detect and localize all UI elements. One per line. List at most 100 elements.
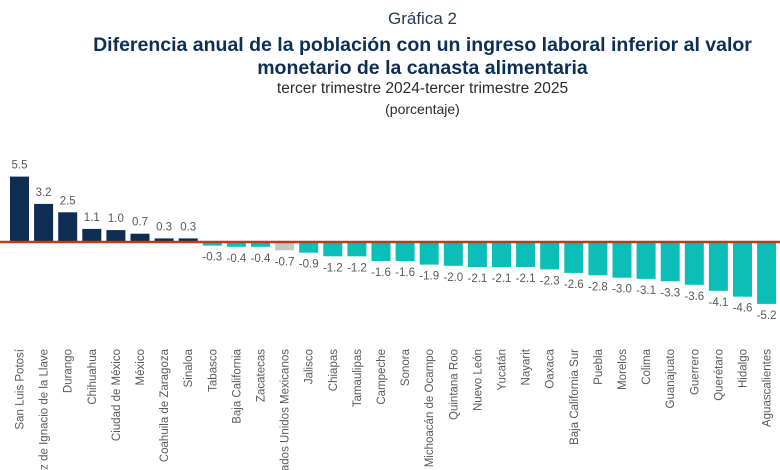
category-labels-group: San Luis Potosí Veracruz de Ignacio de la… bbox=[15, 348, 774, 470]
chart-title-line-1: Diferencia anual de la población con un … bbox=[93, 34, 752, 56]
value-label-tabasco: -0.3 bbox=[202, 252, 222, 264]
bar-nayarit bbox=[516, 242, 536, 267]
chart-unit-label: (porcentaje) bbox=[385, 101, 460, 117]
chart-subtitle: tercer trimestre 2024-tercer trimestre 2… bbox=[276, 80, 569, 97]
category-label-tabasco: Tabasco bbox=[207, 349, 219, 392]
category-label-jalisco: Jalisco bbox=[304, 349, 316, 384]
category-label-aguascalientes: Aguascalientes bbox=[762, 349, 774, 427]
value-label-colima: -3.1 bbox=[636, 285, 656, 297]
value-label-estados-unidos-mexicanos: -0.7 bbox=[275, 256, 295, 268]
category-label-mexico: México bbox=[135, 349, 147, 385]
value-label-coahuila-de-zaragoza: 0.3 bbox=[156, 221, 172, 233]
category-label-hidalgo: Hidalgo bbox=[738, 349, 750, 388]
bar-tabasco bbox=[202, 242, 222, 246]
value-label-mexico: 0.7 bbox=[132, 217, 148, 229]
bar-michoacan-de-ocampo bbox=[419, 242, 439, 265]
value-label-chiapas: -1.2 bbox=[323, 262, 343, 274]
value-label-durango: 2.5 bbox=[60, 195, 76, 207]
bar-coahuila-de-zaragoza bbox=[154, 238, 174, 242]
value-label-queretaro: -4.1 bbox=[708, 297, 728, 309]
category-label-veracruz-de-ignacio-de-la-llave: Veracruz de Ignacio de la Llave bbox=[39, 349, 51, 470]
chart-number: Gráfica 2 bbox=[388, 9, 457, 28]
bar-queretaro bbox=[708, 242, 728, 291]
value-label-chihuahua: 1.1 bbox=[84, 212, 100, 224]
value-label-tamaulipas: -1.2 bbox=[347, 262, 367, 274]
category-label-campeche: Campeche bbox=[376, 349, 388, 405]
category-label-puebla: Puebla bbox=[593, 348, 605, 384]
value-label-jalisco: -0.9 bbox=[299, 259, 319, 271]
category-label-morelos: Morelos bbox=[617, 349, 629, 390]
value-label-sonora: -1.6 bbox=[395, 267, 415, 279]
bar-yucatan bbox=[492, 242, 511, 267]
category-label-estados-unidos-mexicanos: Estados Unidos Mexicanos bbox=[280, 349, 292, 470]
bar-sinaloa bbox=[178, 238, 198, 242]
value-label-nayarit: -2.1 bbox=[516, 273, 536, 285]
bar-colima bbox=[636, 242, 656, 279]
value-labels-group: 5.5 3.2 2.5 1.1 1.0 0.7 0.3 0.3 -0.3 -0.4 -0.4 -0.7… bbox=[12, 160, 777, 322]
bar-nuevo-leon bbox=[467, 242, 487, 267]
bar-zacatecas bbox=[251, 242, 270, 247]
value-label-zacatecas: -0.4 bbox=[251, 253, 271, 265]
bar-jalisco bbox=[299, 242, 319, 253]
bar-baja-california bbox=[226, 242, 246, 247]
category-label-sonora: Sonora bbox=[400, 348, 412, 386]
value-label-san-luis-potosi: 5.5 bbox=[12, 160, 28, 172]
category-label-queretaro: Querétaro bbox=[713, 349, 725, 401]
category-label-colima: Colima bbox=[641, 348, 653, 384]
bars-group bbox=[10, 176, 777, 304]
bar-oaxaca bbox=[540, 242, 560, 270]
value-label-morelos: -3.0 bbox=[612, 284, 632, 296]
bar-ciudad-de-mexico bbox=[106, 230, 126, 242]
value-label-sinaloa: 0.3 bbox=[180, 221, 196, 233]
value-label-hidalgo: -4.6 bbox=[733, 303, 753, 315]
value-label-quintana-roo: -2.0 bbox=[443, 272, 463, 284]
category-label-oaxaca: Oaxaca bbox=[545, 348, 557, 388]
category-label-guanajuato: Guanajuato bbox=[665, 349, 677, 408]
category-label-durango: Durango bbox=[63, 349, 75, 393]
bar-mexico bbox=[130, 233, 150, 242]
category-label-baja-california-sur: Baja California Sur bbox=[569, 349, 581, 445]
bar-aguascalientes bbox=[757, 242, 777, 304]
bar-tamaulipas bbox=[347, 242, 367, 257]
category-label-ciudad-de-mexico: Ciudad de México bbox=[111, 349, 123, 441]
bar-hidalgo bbox=[733, 242, 752, 297]
category-label-san-luis-potosi: San Luis Potosí bbox=[15, 348, 27, 429]
category-label-nuevo-leon: Nuevo León bbox=[472, 349, 484, 411]
value-label-baja-california-sur: -2.6 bbox=[564, 279, 584, 291]
category-label-chiapas: Chiapas bbox=[328, 349, 340, 391]
value-label-guanajuato: -3.3 bbox=[660, 287, 680, 299]
bar-estados-unidos-mexicanos bbox=[275, 242, 295, 251]
bar-veracruz-de-ignacio-de-la-llave bbox=[34, 203, 54, 242]
bar-chiapas bbox=[323, 242, 343, 257]
value-label-puebla: -2.8 bbox=[588, 281, 608, 293]
category-label-yucatan: Yucatán bbox=[497, 349, 509, 391]
value-label-veracruz-de-ignacio-de-la-llave: 3.2 bbox=[36, 187, 52, 199]
value-label-yucatan: -2.1 bbox=[492, 273, 512, 285]
value-label-nuevo-leon: -2.1 bbox=[467, 273, 487, 285]
category-label-zacatecas: Zacatecas bbox=[256, 349, 268, 402]
value-label-campeche: -1.6 bbox=[371, 267, 391, 279]
bar-sonora bbox=[395, 242, 415, 261]
value-label-michoacan-de-ocampo: -1.9 bbox=[419, 271, 439, 283]
bar-morelos bbox=[612, 242, 632, 278]
value-label-guerrero: -3.6 bbox=[684, 291, 704, 303]
bar-durango bbox=[58, 212, 78, 243]
bar-san-luis-potosi bbox=[10, 176, 29, 243]
category-label-baja-california: Baja California bbox=[231, 348, 243, 423]
category-label-chihuahua: Chihuahua bbox=[87, 348, 99, 404]
bar-chihuahua bbox=[82, 228, 102, 242]
category-label-nayarit: Nayarit bbox=[521, 348, 533, 385]
bar-guerrero bbox=[684, 242, 704, 285]
category-label-tamaulipas: Tamaulipas bbox=[352, 349, 364, 407]
value-label-ciudad-de-mexico: 1.0 bbox=[108, 213, 124, 225]
category-label-guerrero: Guerrero bbox=[689, 349, 701, 395]
value-label-oaxaca: -2.3 bbox=[540, 275, 560, 287]
bar-puebla bbox=[588, 242, 608, 276]
bar-quintana-roo bbox=[443, 242, 463, 266]
chart-title-line-2: monetario de la canasta alimentaria bbox=[257, 57, 588, 79]
category-label-quintana-roo: Quintana Roo bbox=[448, 349, 460, 420]
bar-campeche bbox=[371, 242, 391, 261]
chart-title: Diferencia anual de la población con un … bbox=[0, 34, 780, 80]
category-label-sinaloa: Sinaloa bbox=[183, 348, 195, 387]
